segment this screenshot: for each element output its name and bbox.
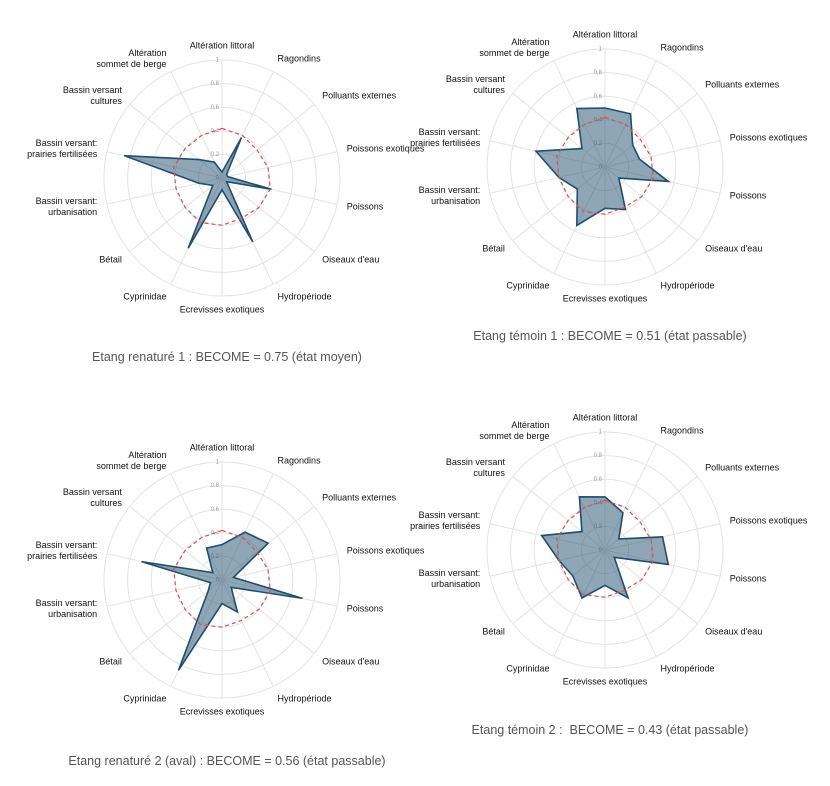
- reference-line: [556, 116, 654, 215]
- spoke: [221, 104, 315, 179]
- axis-label: Altération sommet de berge: [479, 37, 550, 59]
- spoke: [604, 166, 698, 241]
- r-tick-label: 0.6: [211, 105, 220, 111]
- reference-line: [173, 127, 271, 226]
- axis-label: Bassin versant: urbanisation: [35, 598, 98, 620]
- spoke: [221, 151, 338, 179]
- axis-label: Ecrevisses exotiques: [179, 706, 265, 717]
- spoke: [106, 579, 223, 607]
- axis-label: Bassin versant: urbanisation: [35, 196, 98, 218]
- axis-label: Hydropériode: [277, 693, 332, 704]
- axis-label: Bétail: [482, 626, 505, 637]
- score-area: [540, 496, 670, 600]
- r-tick-label: 0.6: [211, 507, 220, 513]
- axis-label: Oiseaux d'eau: [322, 254, 380, 265]
- axis-label: Poissons exotiques: [346, 143, 425, 154]
- reference-line: [556, 499, 654, 598]
- axis-label: Bétail: [99, 656, 122, 667]
- axis-label: Bassin versant cultures: [62, 486, 122, 508]
- spoke: [129, 177, 223, 252]
- axis-label: Polluants externes: [322, 90, 397, 101]
- axis-label: Poissons: [346, 201, 384, 212]
- axis-label: Cyprinidae: [123, 291, 167, 302]
- axis-label: Polluants externes: [322, 492, 397, 503]
- r-tick-label: 0.8: [211, 483, 220, 489]
- axis-label: Poissons: [729, 573, 767, 584]
- axis-label: Poissons exotiques: [729, 132, 808, 143]
- axis-label: Ecrevisses exotiques: [179, 304, 265, 315]
- spoke: [221, 553, 338, 581]
- axis-label: Ecrevisses exotiques: [562, 676, 648, 687]
- r-tick-label: 0.6: [594, 94, 603, 100]
- axis-label: Bassin versant: prairies fertilisées: [27, 137, 98, 159]
- r-tick-label: 1: [599, 47, 603, 53]
- axis-label: Cyprinidae: [506, 280, 550, 291]
- axis-label: Hydropériode: [277, 291, 332, 302]
- score-area: [141, 531, 303, 671]
- r-tick-label: 0.6: [594, 477, 603, 483]
- r-tick-label: 0.8: [594, 70, 603, 76]
- axis-label: Bassin versant cultures: [445, 73, 505, 95]
- axis-label: Altération littoral: [189, 40, 255, 51]
- axis-label: Ragondins: [277, 53, 321, 64]
- axis-label: Cyprinidae: [506, 663, 550, 674]
- axis-label: Bétail: [99, 254, 122, 265]
- axis-label: Bassin versant: prairies fertilisées: [27, 539, 98, 561]
- axis-label: Ecrevisses exotiques: [562, 293, 648, 304]
- axis-label: Bassin versant: urbanisation: [418, 568, 481, 590]
- axis-label: Poissons: [346, 603, 384, 614]
- score-area: [123, 137, 272, 249]
- axis-label: Bassin versant: prairies fertilisées: [410, 126, 481, 148]
- caption: Etang témoin 1 : BECOME = 0.51 (état pas…: [473, 329, 747, 343]
- axis-label: Ragondins: [660, 42, 704, 53]
- r-tick-label: 0.8: [594, 453, 603, 459]
- axis-label: Poissons exotiques: [729, 515, 808, 526]
- axis-label: Ragondins: [277, 455, 321, 466]
- caption: Etang témoin 2 : BECOME = 0.43 (état pas…: [471, 723, 749, 737]
- axis-label: Oiseaux d'eau: [705, 626, 763, 637]
- axis-label: Ragondins: [660, 425, 704, 436]
- axis-label: Altération littoral: [189, 442, 255, 453]
- r-tick-label: 0.8: [211, 81, 220, 87]
- spoke: [604, 549, 698, 624]
- reference-line: [173, 529, 271, 628]
- axis-label: Oiseaux d'eau: [322, 656, 380, 667]
- spoke: [221, 177, 315, 252]
- score-area: [534, 107, 671, 227]
- spoke: [129, 506, 223, 581]
- r-tick-label: 1: [216, 460, 220, 466]
- axis-label: Hydropériode: [660, 280, 715, 291]
- spoke: [129, 579, 223, 654]
- axis-label: Bassin versant: prairies fertilisées: [410, 509, 481, 531]
- axis-label: Bétail: [482, 243, 505, 254]
- axis-label: Altération sommet de berge: [96, 48, 167, 70]
- axis-label: Bassin versant cultures: [62, 84, 122, 106]
- caption: Etang renaturé 2 (aval) : BECOME = 0.56 …: [68, 754, 386, 768]
- caption: Etang renaturé 1 : BECOME = 0.75 (état m…: [92, 350, 362, 364]
- axis-label: Bassin versant: urbanisation: [418, 185, 481, 207]
- r-tick-label: 1: [216, 58, 220, 64]
- axis-label: Polluants externes: [705, 79, 780, 90]
- r-tick-label: 0.2: [211, 152, 220, 158]
- axis-label: Poissons exotiques: [346, 545, 425, 556]
- r-tick-label: 1: [599, 430, 603, 436]
- axis-label: Bassin versant cultures: [445, 456, 505, 478]
- axis-label: Hydropériode: [660, 663, 715, 674]
- axis-label: Altération littoral: [572, 412, 638, 423]
- spoke: [170, 71, 223, 179]
- axis-label: Poissons: [729, 190, 767, 201]
- axis-label: Polluants externes: [705, 462, 780, 473]
- axis-label: Altération sommet de berge: [96, 450, 167, 472]
- axis-label: Altération littoral: [572, 29, 638, 40]
- spoke: [604, 476, 698, 551]
- spoke: [221, 579, 315, 654]
- axis-label: Cyprinidae: [123, 693, 167, 704]
- axis-label: Altération sommet de berge: [479, 420, 550, 442]
- axis-label: Oiseaux d'eau: [705, 243, 763, 254]
